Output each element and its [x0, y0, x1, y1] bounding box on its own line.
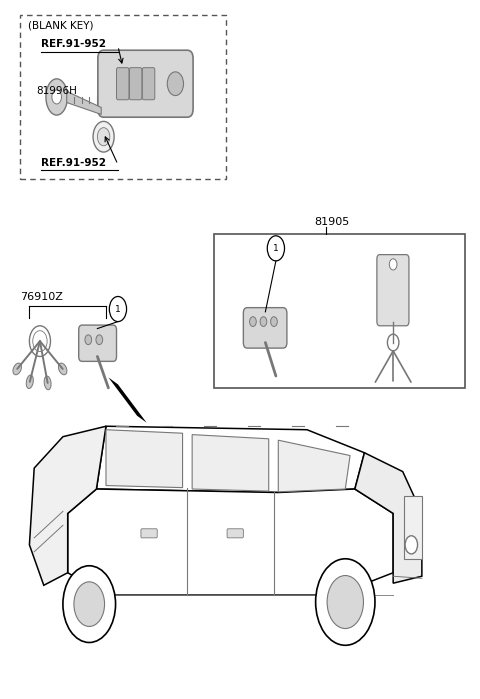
Text: 76910Z: 76910Z: [20, 292, 63, 302]
Ellipse shape: [26, 375, 33, 389]
Circle shape: [267, 236, 285, 261]
Bar: [214, 234, 465, 388]
FancyBboxPatch shape: [377, 254, 409, 326]
Circle shape: [97, 128, 110, 146]
Text: 1: 1: [115, 305, 121, 314]
Circle shape: [96, 335, 103, 345]
Polygon shape: [108, 377, 147, 423]
Text: REF.91-952: REF.91-952: [41, 39, 107, 49]
FancyBboxPatch shape: [117, 68, 129, 100]
Bar: [20, 15, 226, 178]
FancyBboxPatch shape: [79, 325, 117, 361]
Polygon shape: [192, 435, 269, 491]
Circle shape: [405, 535, 418, 554]
Bar: [404, 496, 422, 559]
Ellipse shape: [46, 79, 68, 115]
Ellipse shape: [59, 363, 67, 375]
Circle shape: [167, 72, 183, 96]
Circle shape: [63, 565, 116, 642]
Circle shape: [250, 317, 256, 326]
Text: 1: 1: [273, 244, 279, 253]
Polygon shape: [68, 489, 393, 595]
Text: 81996H: 81996H: [36, 86, 77, 96]
Circle shape: [316, 559, 375, 645]
Circle shape: [327, 575, 363, 628]
Circle shape: [260, 317, 267, 326]
Ellipse shape: [13, 363, 22, 375]
Ellipse shape: [44, 376, 51, 390]
FancyBboxPatch shape: [130, 68, 142, 100]
FancyBboxPatch shape: [243, 308, 287, 348]
Circle shape: [85, 335, 92, 345]
Circle shape: [52, 90, 61, 104]
FancyBboxPatch shape: [141, 528, 157, 538]
Circle shape: [389, 259, 397, 270]
Polygon shape: [67, 92, 101, 115]
Polygon shape: [106, 430, 182, 488]
Circle shape: [93, 122, 114, 152]
Polygon shape: [96, 426, 364, 493]
FancyBboxPatch shape: [227, 528, 243, 538]
Text: (BLANK KEY): (BLANK KEY): [28, 20, 94, 30]
Circle shape: [109, 296, 127, 322]
Circle shape: [271, 317, 277, 326]
Text: 81905: 81905: [314, 217, 349, 226]
FancyBboxPatch shape: [143, 68, 155, 100]
Polygon shape: [29, 426, 106, 585]
FancyBboxPatch shape: [98, 50, 193, 117]
Text: REF.91-952: REF.91-952: [41, 158, 107, 168]
Circle shape: [74, 582, 105, 626]
Polygon shape: [355, 453, 422, 583]
Polygon shape: [278, 440, 350, 492]
